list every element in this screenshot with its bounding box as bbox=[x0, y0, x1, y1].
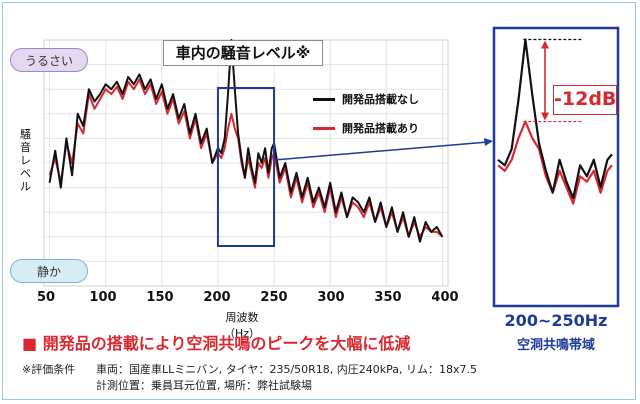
x-tick-label: 300 bbox=[317, 290, 345, 305]
reduction-arrow-bottom bbox=[541, 112, 549, 121]
legend-swatch-without bbox=[313, 98, 335, 101]
inset-band-label: 空洞共鳴帯域 bbox=[516, 338, 595, 353]
x-tick-label: 250 bbox=[260, 290, 288, 305]
y-axis-loud-label: うるさい bbox=[10, 48, 88, 72]
inset-series-without bbox=[497, 38, 613, 200]
y-axis-quiet-label: 静か bbox=[10, 259, 88, 283]
series-layer bbox=[48, 39, 444, 243]
conditions-label: ※評価条件 bbox=[22, 363, 76, 376]
connector-line bbox=[273, 141, 489, 161]
inset-series-with bbox=[497, 120, 613, 205]
inset-series-layer bbox=[497, 38, 613, 205]
conditions-line-1: 車両：国産車LLミニバン, タイヤ：235/50R18, 内圧240kPa, リ… bbox=[96, 363, 478, 376]
x-tick-label: 200 bbox=[203, 290, 231, 305]
x-tick-label: 150 bbox=[146, 290, 174, 305]
connector-arrowhead bbox=[484, 138, 493, 146]
series-line-without bbox=[48, 39, 444, 243]
inset-annotation bbox=[523, 38, 582, 123]
x-tick-label: 50 bbox=[36, 290, 56, 305]
x-tick-label: 100 bbox=[89, 290, 117, 305]
conditions-line-2: 計測位置：乗員耳元位置, 場所：弊社試験場 bbox=[96, 379, 312, 392]
reduction-annotation: -12dB bbox=[553, 85, 617, 115]
x-axis-label: 周波数（Hz） bbox=[223, 311, 261, 340]
chart-title: 車内の騒音レベル※ bbox=[163, 40, 323, 66]
headline: ■ 開発品の搭載により空洞共鳴のピークを大幅に低減 bbox=[22, 334, 411, 353]
y-axis-label: 騒音レベル bbox=[20, 128, 31, 193]
legend-label-without: 開発品搭載なし bbox=[342, 93, 419, 106]
legend-label-with: 開発品搭載あり bbox=[342, 122, 419, 135]
highlight-box bbox=[216, 87, 276, 247]
legend-swatch-with bbox=[313, 127, 335, 130]
inset-frame bbox=[492, 26, 620, 308]
reduction-arrow-top bbox=[541, 40, 549, 49]
x-tick-label: 350 bbox=[374, 290, 402, 305]
inset-range-label: 200~250Hz bbox=[504, 311, 608, 330]
x-tick-label: 400 bbox=[431, 290, 459, 305]
